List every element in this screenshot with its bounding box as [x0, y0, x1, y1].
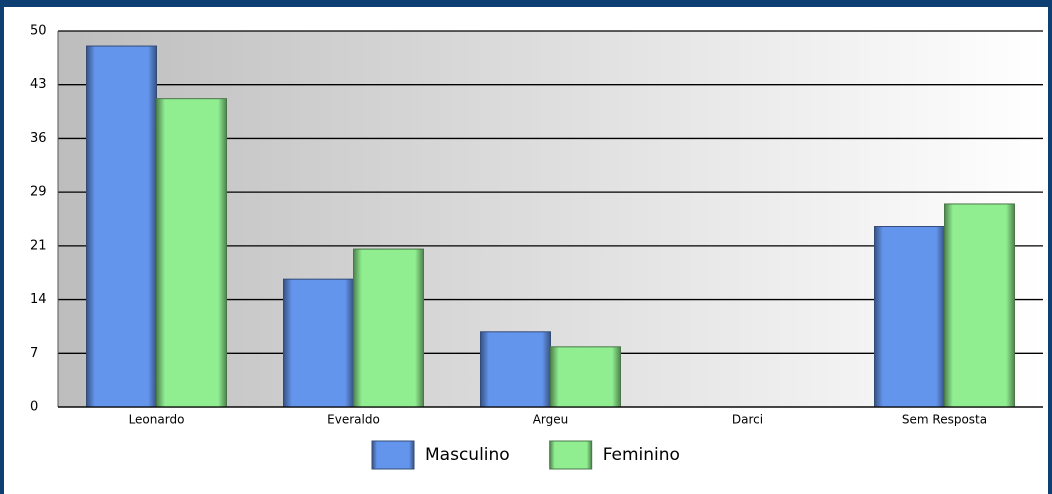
bar	[283, 278, 354, 408]
x-tick-label: Leonardo	[129, 413, 185, 427]
bar	[874, 226, 945, 408]
y-tick-label: 21	[30, 238, 47, 253]
y-tick-label: 36	[30, 131, 47, 146]
x-tick-label: Sem Resposta	[902, 413, 987, 427]
legend-swatch	[371, 440, 415, 470]
y-tick-label: 29	[30, 185, 47, 200]
border-left	[0, 0, 4, 494]
legend-swatch	[549, 440, 593, 470]
y-tick-label: 43	[30, 77, 47, 92]
border-right	[1048, 0, 1052, 494]
bar	[86, 45, 157, 408]
bar	[353, 248, 424, 408]
bar	[550, 346, 621, 408]
legend-label: Feminino	[603, 445, 680, 465]
y-tick-label: 7	[30, 346, 38, 361]
y-tick-label: 50	[30, 24, 47, 39]
y-tick-label: 0	[30, 400, 38, 415]
bar	[480, 331, 551, 408]
x-tick-label: Everaldo	[327, 413, 380, 427]
bar	[156, 98, 227, 408]
legend-label: Masculino	[425, 445, 510, 465]
border-top	[0, 0, 1052, 7]
x-tick-label: Argeu	[533, 413, 569, 427]
y-tick-label: 14	[30, 292, 47, 307]
x-tick-label: Darci	[732, 413, 763, 427]
bar	[944, 203, 1015, 408]
